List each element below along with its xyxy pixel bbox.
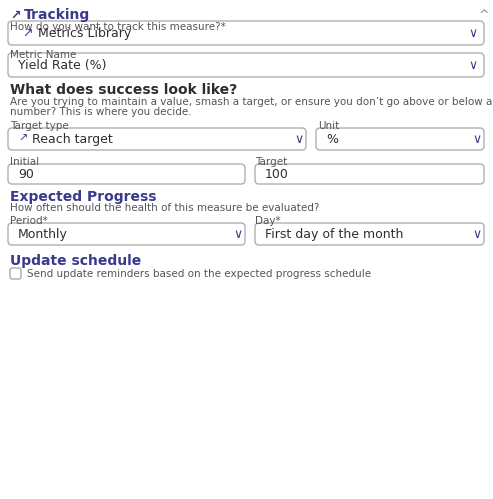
FancyBboxPatch shape (10, 268, 21, 279)
Text: ∨: ∨ (472, 133, 482, 146)
Text: number? This is where you decide.: number? This is where you decide. (10, 107, 192, 117)
Text: 90: 90 (18, 168, 34, 181)
FancyBboxPatch shape (8, 164, 245, 184)
FancyBboxPatch shape (8, 53, 484, 77)
FancyBboxPatch shape (255, 164, 484, 184)
Text: 100: 100 (265, 168, 289, 181)
Text: ∨: ∨ (472, 228, 482, 241)
Text: ↗: ↗ (10, 8, 21, 21)
FancyBboxPatch shape (8, 128, 306, 150)
Text: ∨: ∨ (294, 133, 304, 146)
Text: Unit: Unit (318, 121, 339, 131)
Text: Metrics Library: Metrics Library (38, 26, 131, 39)
Text: %: % (326, 133, 338, 146)
FancyBboxPatch shape (255, 223, 484, 245)
Text: What does success look like?: What does success look like? (10, 83, 237, 97)
Text: Tracking: Tracking (24, 8, 90, 22)
FancyBboxPatch shape (316, 128, 484, 150)
Text: Day*: Day* (255, 216, 281, 226)
Text: Reach target: Reach target (32, 133, 113, 146)
FancyBboxPatch shape (8, 223, 245, 245)
Text: ^: ^ (479, 8, 489, 21)
Text: ∨: ∨ (468, 26, 478, 39)
Text: Target: Target (255, 157, 287, 167)
Text: Monthly: Monthly (18, 228, 68, 241)
Text: Update schedule: Update schedule (10, 254, 141, 268)
Text: ↗: ↗ (22, 26, 33, 39)
FancyBboxPatch shape (8, 21, 484, 45)
Text: Initial: Initial (10, 157, 39, 167)
Text: First day of the month: First day of the month (265, 228, 403, 241)
Text: Yield Rate (%): Yield Rate (%) (18, 58, 106, 71)
Text: ↗: ↗ (18, 134, 28, 144)
Text: Expected Progress: Expected Progress (10, 190, 156, 204)
Text: Are you trying to maintain a value, smash a target, or ensure you don’t go above: Are you trying to maintain a value, smas… (10, 97, 493, 107)
Text: How often should the health of this measure be evaluated?: How often should the health of this meas… (10, 203, 319, 213)
Text: How do you want to track this measure?*: How do you want to track this measure?* (10, 22, 226, 32)
Text: ∨: ∨ (468, 58, 478, 71)
Text: Period*: Period* (10, 216, 48, 226)
Text: Target type: Target type (10, 121, 69, 131)
Text: ∨: ∨ (234, 228, 243, 241)
Text: Metric Name: Metric Name (10, 50, 76, 60)
Text: Send update reminders based on the expected progress schedule: Send update reminders based on the expec… (27, 269, 371, 279)
